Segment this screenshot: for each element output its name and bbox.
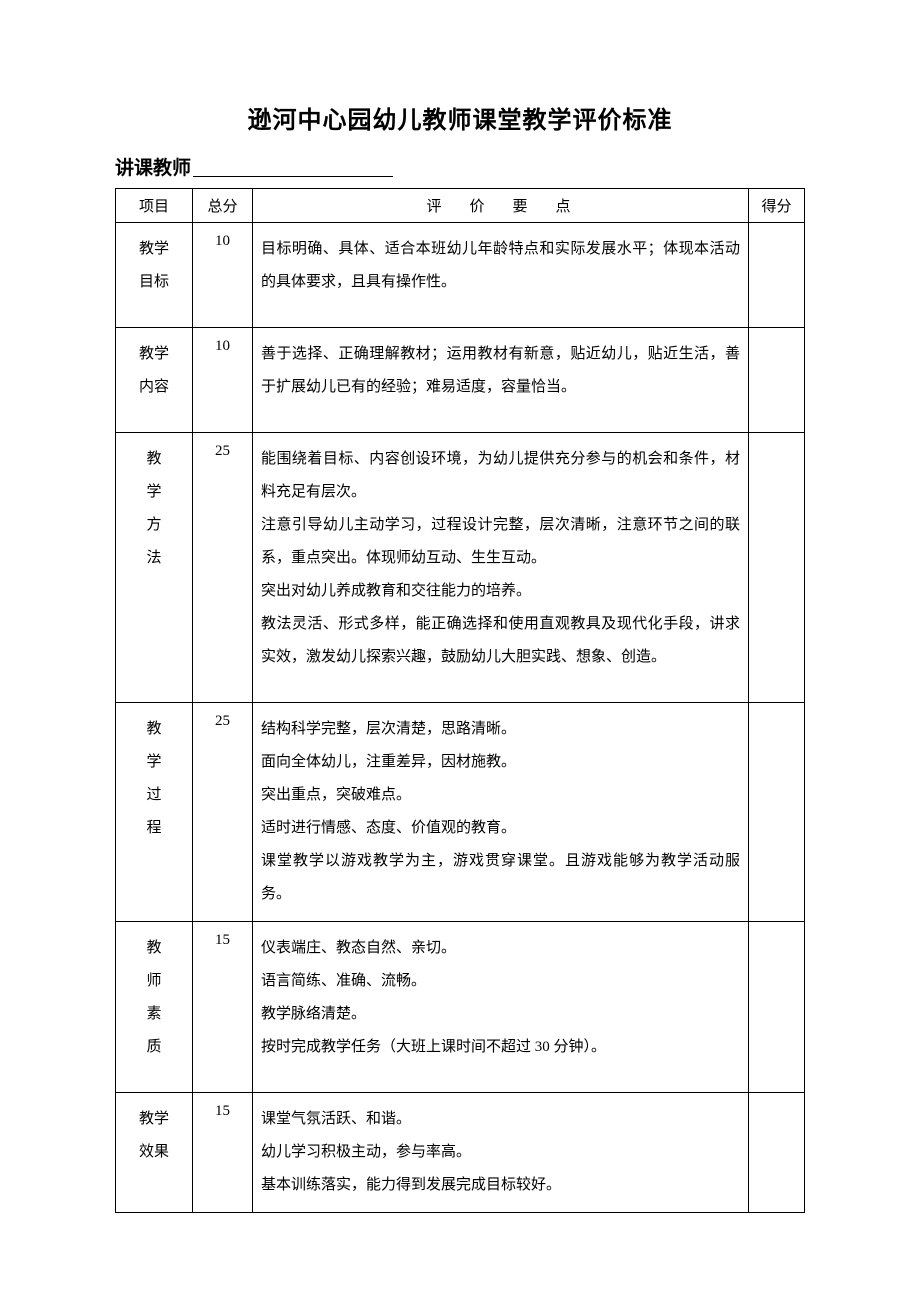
header-score: 得分 [749, 189, 805, 223]
item-line: 教 [120, 932, 188, 965]
criteria-line: 突出重点，突破难点。 [261, 779, 740, 812]
item-line: 法 [120, 542, 188, 575]
item-line: 学 [120, 476, 188, 509]
cell-total: 25 [193, 433, 253, 703]
criteria-line: 语言简练、准确、流畅。 [261, 965, 740, 998]
table-row: 教学效果15课堂气氛活跃、和谐。幼儿学习积极主动，参与率高。基本训练落实，能力得… [116, 1093, 805, 1213]
cell-criteria: 善于选择、正确理解教材；运用教材有新意，贴近幼儿，贴近生活，善于扩展幼儿已有的经… [253, 328, 749, 433]
cell-score [749, 1093, 805, 1213]
cell-score [749, 703, 805, 922]
criteria-line: 教法灵活、形式多样，能正确选择和使用直观教具及现代化手段，讲求实效，激发幼儿探索… [261, 608, 740, 674]
item-line: 方 [120, 509, 188, 542]
cell-score [749, 328, 805, 433]
cell-total: 15 [193, 922, 253, 1093]
table-row: 教学过程25结构科学完整，层次清楚，思路清晰。面向全体幼儿，注重差异，因材施教。… [116, 703, 805, 922]
cell-total: 15 [193, 1093, 253, 1213]
cell-item: 教师素质 [116, 922, 193, 1093]
criteria-line: 善于选择、正确理解教材；运用教材有新意，贴近幼儿，贴近生活，善于扩展幼儿已有的经… [261, 338, 740, 404]
cell-criteria: 能围绕着目标、内容创设环境，为幼儿提供充分参与的机会和条件，材料充足有层次。注意… [253, 433, 749, 703]
cell-score [749, 433, 805, 703]
table-row: 教学目标10目标明确、具体、适合本班幼儿年龄特点和实际发展水平；体现本活动的具体… [116, 223, 805, 328]
criteria-line: 适时进行情感、态度、价值观的教育。 [261, 812, 740, 845]
criteria-line: 突出对幼儿养成教育和交往能力的培养。 [261, 575, 740, 608]
item-line: 教学 [120, 338, 188, 371]
cell-item: 教学目标 [116, 223, 193, 328]
criteria-line: 基本训练落实，能力得到发展完成目标较好。 [261, 1169, 740, 1202]
cell-score [749, 223, 805, 328]
criteria-line: 教学脉络清楚。 [261, 998, 740, 1031]
teacher-label: 讲课教师 [115, 158, 191, 179]
item-line: 学 [120, 746, 188, 779]
item-line: 教 [120, 713, 188, 746]
item-line: 内容 [120, 371, 188, 404]
item-line: 素 [120, 998, 188, 1031]
evaluation-table: 项目 总分 评价要点 得分 教学目标10目标明确、具体、适合本班幼儿年龄特点和实… [115, 188, 805, 1213]
criteria-line: 能围绕着目标、内容创设环境，为幼儿提供充分参与的机会和条件，材料充足有层次。 [261, 443, 740, 509]
table-row: 教师素质15仪表端庄、教态自然、亲切。语言简练、准确、流畅。教学脉络清楚。按时完… [116, 922, 805, 1093]
cell-criteria: 结构科学完整，层次清楚，思路清晰。面向全体幼儿，注重差异，因材施教。突出重点，突… [253, 703, 749, 922]
page-title: 逊河中心园幼儿教师课堂教学评价标准 [115, 100, 805, 135]
cell-item: 教学效果 [116, 1093, 193, 1213]
item-line: 教 [120, 443, 188, 476]
header-item: 项目 [116, 189, 193, 223]
cell-item: 教学过程 [116, 703, 193, 922]
table-body: 教学目标10目标明确、具体、适合本班幼儿年龄特点和实际发展水平；体现本活动的具体… [116, 223, 805, 1213]
cell-criteria: 仪表端庄、教态自然、亲切。语言简练、准确、流畅。教学脉络清楚。按时完成教学任务（… [253, 922, 749, 1093]
cell-criteria: 目标明确、具体、适合本班幼儿年龄特点和实际发展水平；体现本活动的具体要求，且具有… [253, 223, 749, 328]
item-line: 效果 [120, 1136, 188, 1169]
item-line: 目标 [120, 266, 188, 299]
table-row: 教学方法25能围绕着目标、内容创设环境，为幼儿提供充分参与的机会和条件，材料充足… [116, 433, 805, 703]
cell-item: 教学方法 [116, 433, 193, 703]
item-line: 教学 [120, 1103, 188, 1136]
item-line: 师 [120, 965, 188, 998]
item-line: 教学 [120, 233, 188, 266]
header-total: 总分 [193, 189, 253, 223]
item-line: 过 [120, 779, 188, 812]
criteria-line: 按时完成教学任务（大班上课时间不超过 30 分钟）。 [261, 1031, 740, 1064]
criteria-line: 仪表端庄、教态自然、亲切。 [261, 932, 740, 965]
item-line: 程 [120, 812, 188, 845]
teacher-name-blank [193, 176, 393, 177]
cell-total: 10 [193, 223, 253, 328]
criteria-line: 面向全体幼儿，注重差异，因材施教。 [261, 746, 740, 779]
cell-criteria: 课堂气氛活跃、和谐。幼儿学习积极主动，参与率高。基本训练落实，能力得到发展完成目… [253, 1093, 749, 1213]
teacher-label-row: 讲课教师 [115, 153, 805, 180]
criteria-line: 注意引导幼儿主动学习，过程设计完整，层次清晰，注意环节之间的联系，重点突出。体现… [261, 509, 740, 575]
table-header-row: 项目 总分 评价要点 得分 [116, 189, 805, 223]
cell-item: 教学内容 [116, 328, 193, 433]
criteria-line: 目标明确、具体、适合本班幼儿年龄特点和实际发展水平；体现本活动的具体要求，且具有… [261, 233, 740, 299]
cell-total: 25 [193, 703, 253, 922]
criteria-line: 课堂气氛活跃、和谐。 [261, 1103, 740, 1136]
cell-total: 10 [193, 328, 253, 433]
header-criteria: 评价要点 [253, 189, 749, 223]
criteria-line: 课堂教学以游戏教学为主，游戏贯穿课堂。且游戏能够为教学活动服务。 [261, 845, 740, 911]
item-line: 质 [120, 1031, 188, 1064]
criteria-line: 幼儿学习积极主动，参与率高。 [261, 1136, 740, 1169]
table-row: 教学内容10善于选择、正确理解教材；运用教材有新意，贴近幼儿，贴近生活，善于扩展… [116, 328, 805, 433]
criteria-line: 结构科学完整，层次清楚，思路清晰。 [261, 713, 740, 746]
cell-score [749, 922, 805, 1093]
